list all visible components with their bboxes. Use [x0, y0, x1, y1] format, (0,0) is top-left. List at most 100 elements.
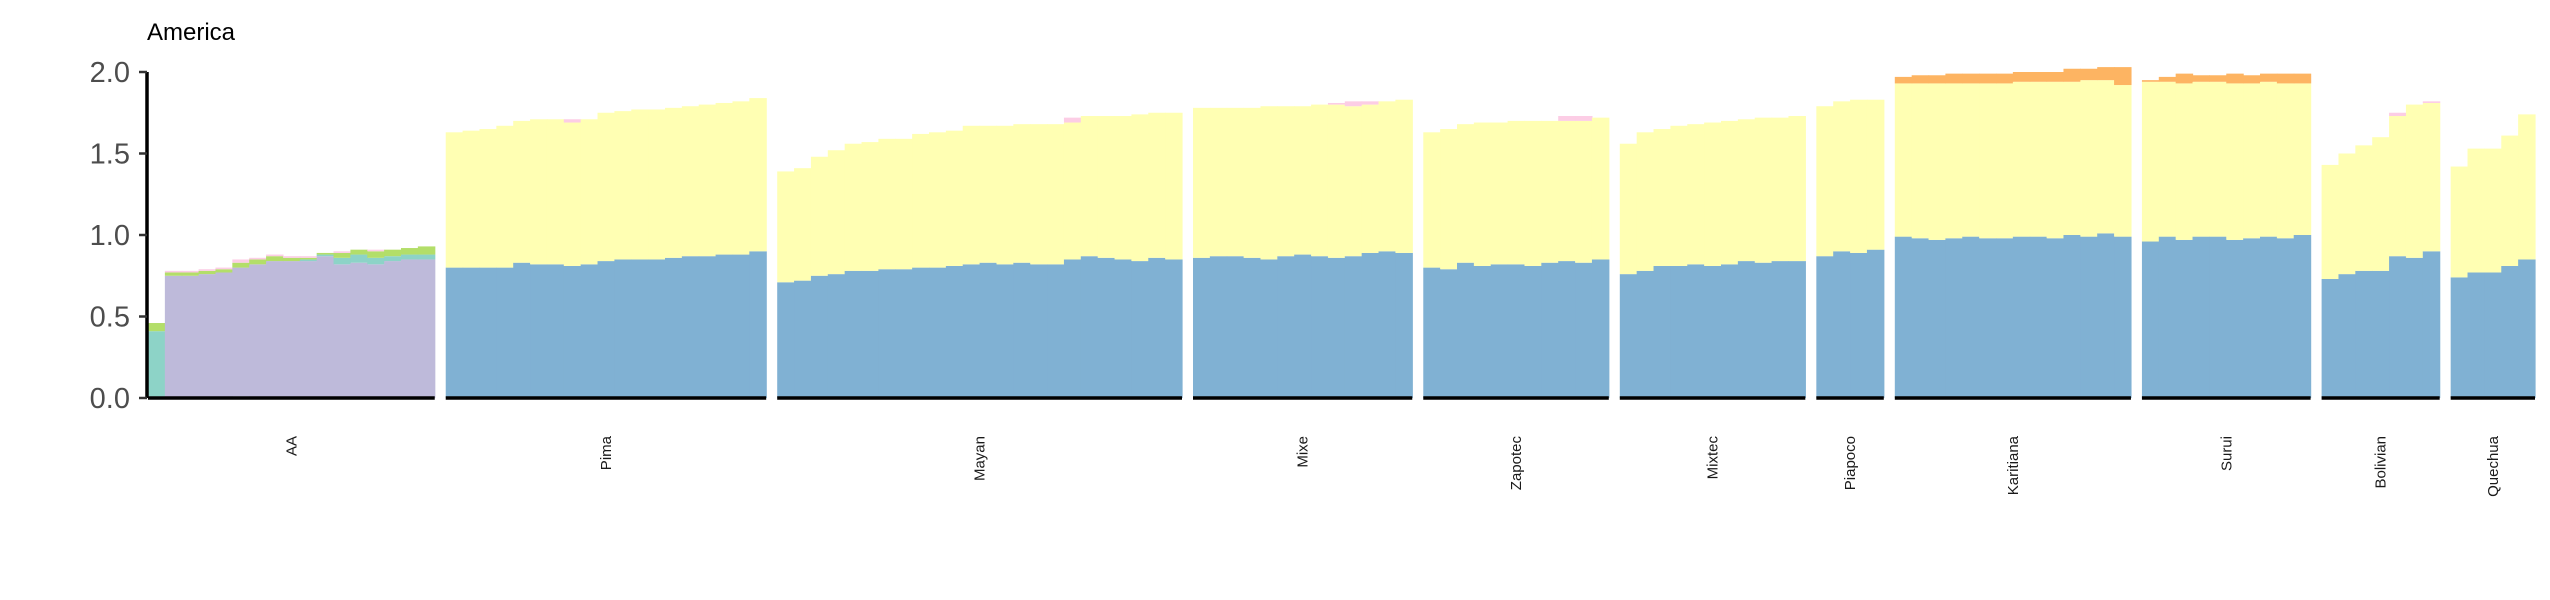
bar-segment: [563, 122, 582, 266]
bar-segment: [1423, 267, 1441, 398]
bar-segment: [367, 249, 385, 252]
bar-segment: [1962, 73, 1980, 84]
bar-segment: [2372, 270, 2390, 398]
bar-segment: [1636, 270, 1655, 398]
bar-segment: [299, 257, 318, 260]
bar-segment: [2321, 164, 2340, 280]
bar-segment: [1721, 120, 1739, 265]
bar-segment: [827, 274, 846, 398]
bar-segment: [1260, 106, 1278, 260]
bar-segment: [2226, 83, 2244, 240]
bar-segment: [1653, 129, 1671, 266]
bar-segment: [282, 257, 301, 262]
bar-segment: [1962, 236, 1980, 398]
group-label: Bolivian: [2373, 436, 2390, 489]
bar-segment: [895, 269, 913, 398]
bar-segment: [681, 106, 700, 257]
bar-segment: [215, 272, 233, 398]
bar-segment: [1833, 251, 1851, 398]
bar-segment: [2501, 265, 2519, 398]
bar-segment: [1575, 120, 1593, 263]
bar-segment: [2484, 148, 2502, 273]
bar-segment: [2260, 73, 2278, 82]
y-ticks: 0.0 0.5 1.0 1.5 2.0: [90, 57, 147, 415]
bar-segment: [2046, 72, 2065, 82]
bar-segment: [1490, 122, 1509, 265]
bar-segment: [1148, 112, 1166, 258]
bar-segment: [777, 282, 795, 398]
bar-segment: [417, 254, 436, 260]
bar-segment: [367, 251, 385, 258]
bar-segment: [282, 256, 301, 258]
group-label: Mixe: [1295, 436, 1312, 468]
bar-segment: [1507, 120, 1526, 265]
bar-segment: [1771, 117, 1790, 262]
bar-segment: [333, 251, 351, 253]
bar-segment: [2029, 81, 2048, 237]
bar-segment: [2029, 236, 2048, 398]
bar-segment: [1277, 106, 1295, 257]
bar-segment: [513, 120, 531, 263]
bar-segment: [614, 259, 632, 398]
bar-segment: [2046, 81, 2065, 239]
bar-segment: [2293, 83, 2312, 235]
bar-segment: [2405, 257, 2424, 398]
bar-segment: [1243, 257, 1262, 398]
bar-segment: [2518, 114, 2536, 260]
bar-segment: [1575, 262, 1593, 398]
bar-segment: [1911, 238, 1930, 398]
bar-segment: [2158, 81, 2177, 237]
bar-segment: [1243, 107, 1262, 258]
bar-segment: [1928, 75, 1946, 84]
bar-segment: [1440, 269, 1458, 398]
bar-segment: [1704, 122, 1722, 266]
bar-segment: [1440, 129, 1458, 270]
bar-segment: [2012, 72, 2031, 82]
bar-segment: [1047, 124, 1065, 265]
bar-segment: [367, 257, 385, 265]
bar-segment: [198, 274, 217, 398]
bar-segment: [2029, 72, 2048, 82]
bar-segment: [1687, 264, 1705, 398]
bar-segment: [2192, 75, 2210, 82]
bar-segment: [1524, 120, 1542, 266]
bar-segment: [333, 257, 351, 265]
bar-segment: [513, 262, 531, 398]
bar-segment: [496, 125, 514, 268]
group-label: Pima: [598, 435, 615, 470]
bar-segment: [299, 261, 318, 398]
bar-segment: [1670, 265, 1688, 398]
bar-segment: [1063, 117, 1082, 123]
bar-segment: [1737, 119, 1756, 262]
bar-segment: [810, 156, 829, 276]
bar-segment: [1097, 257, 1116, 398]
bar-segment: [2372, 137, 2390, 271]
bar-segment: [665, 107, 683, 258]
bar-segment: [1423, 132, 1441, 268]
bar-segment: [962, 264, 981, 398]
chart-title: America: [147, 19, 236, 46]
bar-segment: [2158, 76, 2177, 82]
bar-segment: [1591, 117, 1610, 260]
bar-segment: [1833, 101, 1851, 252]
bar-segment: [2141, 241, 2160, 398]
y-tick-label: 0.0: [90, 383, 130, 415]
bar-segment: [530, 119, 548, 265]
bar-segment: [299, 256, 318, 258]
bar-segment: [1979, 83, 1997, 239]
bar-segment: [777, 171, 795, 283]
bar-group: [777, 112, 1183, 398]
bar-segment: [2097, 67, 2115, 81]
bar-segment: [962, 125, 981, 265]
bar-segment: [698, 256, 717, 398]
bar-segment: [1619, 143, 1638, 275]
bar-segment: [2422, 102, 2441, 252]
bar-segment: [563, 265, 582, 398]
bar-segment: [1457, 124, 1475, 263]
bar-segment: [945, 265, 964, 398]
bar-segment: [614, 111, 632, 260]
bar-segment: [2355, 270, 2373, 398]
bar-segment: [1209, 107, 1228, 257]
bar-segment: [2293, 73, 2312, 84]
bar-segment: [648, 109, 666, 260]
